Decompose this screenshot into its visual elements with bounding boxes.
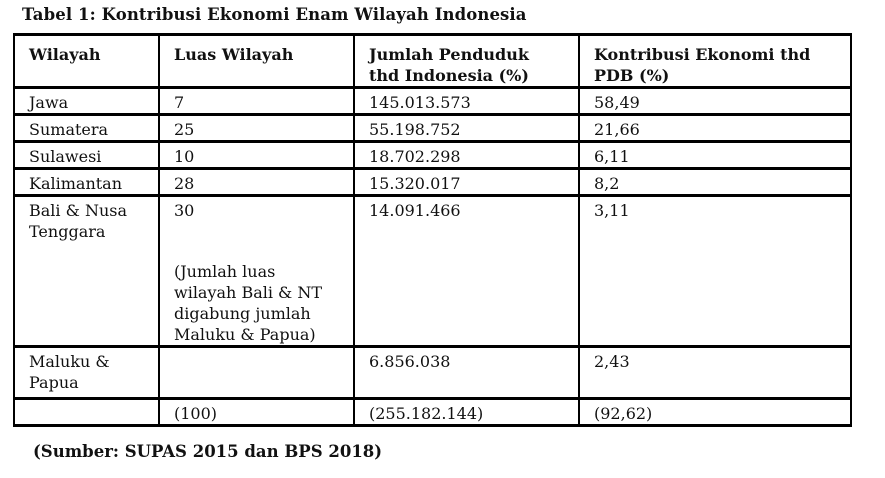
cell-wilayah: Bali & Nusa Tenggara (13, 194, 160, 348)
cell-penduduk: 145.013.573 (353, 86, 580, 116)
table-row-kalimantan: Kalimantan 28 15.320.017 8,2 (13, 167, 852, 197)
header-wilayah: Wilayah (13, 33, 160, 89)
cell-penduduk: 18.702.298 (353, 140, 580, 170)
table-row-jawa: Jawa 7 145.013.573 58,49 (13, 86, 852, 116)
cell-wilayah: Maluku & Papua (13, 345, 160, 400)
cell-wilayah: Kalimantan (13, 167, 160, 197)
cell-luas (158, 345, 355, 400)
table-row-maluku-papua: Maluku & Papua 6.856.038 2,43 (13, 345, 852, 400)
header-jumlah-penduduk: Jumlah Penduduk thd Indonesia (%) (353, 33, 580, 89)
cell-penduduk: 15.320.017 (353, 167, 580, 197)
source-note: (Sumber: SUPAS 2015 dan BPS 2018) (33, 442, 383, 461)
cell-luas: 10 (158, 140, 355, 170)
cell-wilayah: Sumatera (13, 113, 160, 143)
table-header-row: Wilayah Luas Wilayah Jumlah Penduduk thd… (13, 33, 852, 89)
cell-pdb: 8,2 (578, 167, 852, 197)
cell-penduduk: 55.198.752 (353, 113, 580, 143)
cell-luas: 7 (158, 86, 355, 116)
cell-luas-total: (100) (158, 397, 355, 427)
economy-contribution-table: Wilayah Luas Wilayah Jumlah Penduduk thd… (13, 33, 852, 427)
cell-luas: 30 (Jumlah luas wilayah Bali & NT digabu… (158, 194, 355, 348)
table-row-sulawesi: Sulawesi 10 18.702.298 6,11 (13, 140, 852, 170)
header-luas-wilayah: Luas Wilayah (158, 33, 355, 89)
cell-penduduk: 6.856.038 (353, 345, 580, 400)
cell-pdb: 21,66 (578, 113, 852, 143)
cell-pdb: 2,43 (578, 345, 852, 400)
cell-luas: 28 (158, 167, 355, 197)
cell-wilayah: Jawa (13, 86, 160, 116)
cell-pdb: 58,49 (578, 86, 852, 116)
luas-value: 30 (174, 201, 195, 220)
cell-wilayah: Sulawesi (13, 140, 160, 170)
table-row-bali-nusa-tenggara: Bali & Nusa Tenggara 30 (Jumlah luas wil… (13, 194, 852, 348)
cell-penduduk: 14.091.466 (353, 194, 580, 348)
table-title: Tabel 1: Kontribusi Ekonomi Enam Wilayah… (22, 5, 527, 24)
table-row-sumatera: Sumatera 25 55.198.752 21,66 (13, 113, 852, 143)
cell-pdb-total: (92,62) (578, 397, 852, 427)
header-kontribusi-pdb: Kontribusi Ekonomi thd PDB (%) (578, 33, 852, 89)
cell-luas: 25 (158, 113, 355, 143)
cell-penduduk-total: (255.182.144) (353, 397, 580, 427)
cell-pdb: 3,11 (578, 194, 852, 348)
luas-combined-note: (Jumlah luas wilayah Bali & NT digabung … (174, 262, 323, 344)
table-row-totals: (100) (255.182.144) (92,62) (13, 397, 852, 427)
cell-pdb: 6,11 (578, 140, 852, 170)
cell-wilayah (13, 397, 160, 427)
